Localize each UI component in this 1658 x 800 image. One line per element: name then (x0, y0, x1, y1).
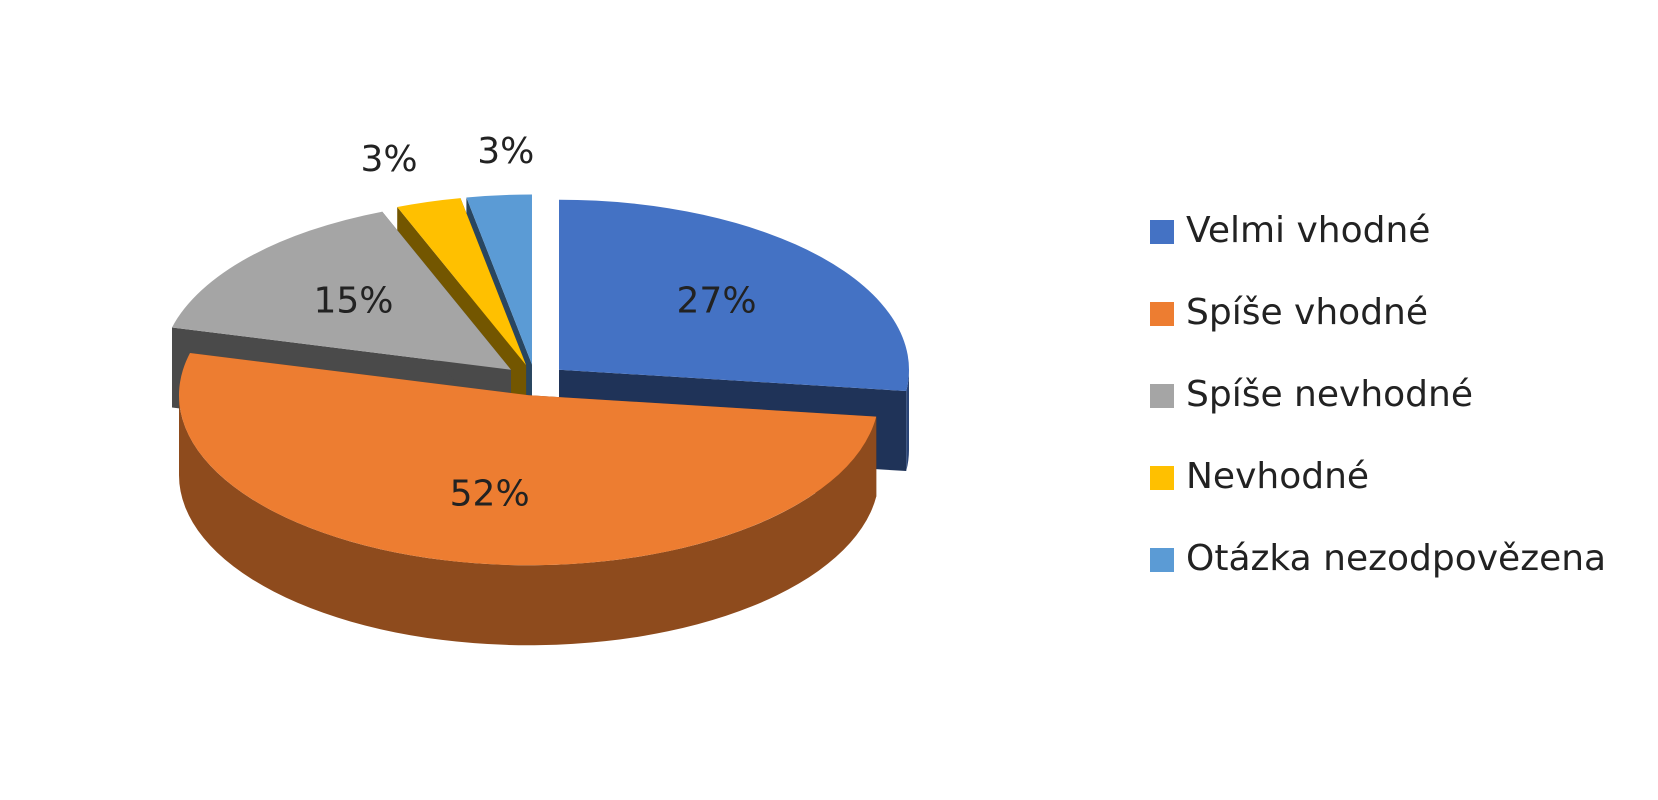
data-label: 52% (450, 473, 530, 514)
slice-top (559, 199, 910, 392)
pie-slice (179, 352, 877, 646)
legend-swatch (1150, 466, 1174, 490)
slice-top (397, 198, 527, 366)
data-label: 15% (313, 280, 393, 321)
legend-label: Spíše nevhodné (1186, 374, 1473, 415)
data-label: 3% (477, 131, 534, 172)
slice-top (466, 194, 532, 365)
data-label: 27% (677, 280, 757, 321)
legend-label: Velmi vhodné (1186, 210, 1430, 251)
legend-swatch (1150, 302, 1174, 326)
slice-side (179, 395, 877, 646)
slice-top (171, 211, 511, 370)
legend-swatch (1150, 220, 1174, 244)
legend-label: Nevhodné (1186, 456, 1369, 497)
slice-side (906, 369, 910, 472)
slice-top (179, 352, 877, 566)
legend-swatch (1150, 384, 1174, 408)
legend-label: Spíše vhodné (1186, 292, 1428, 333)
legend-swatch (1150, 548, 1174, 572)
data-label: 3% (360, 139, 417, 180)
legend-label: Otázka nezodpovězena (1186, 538, 1606, 579)
